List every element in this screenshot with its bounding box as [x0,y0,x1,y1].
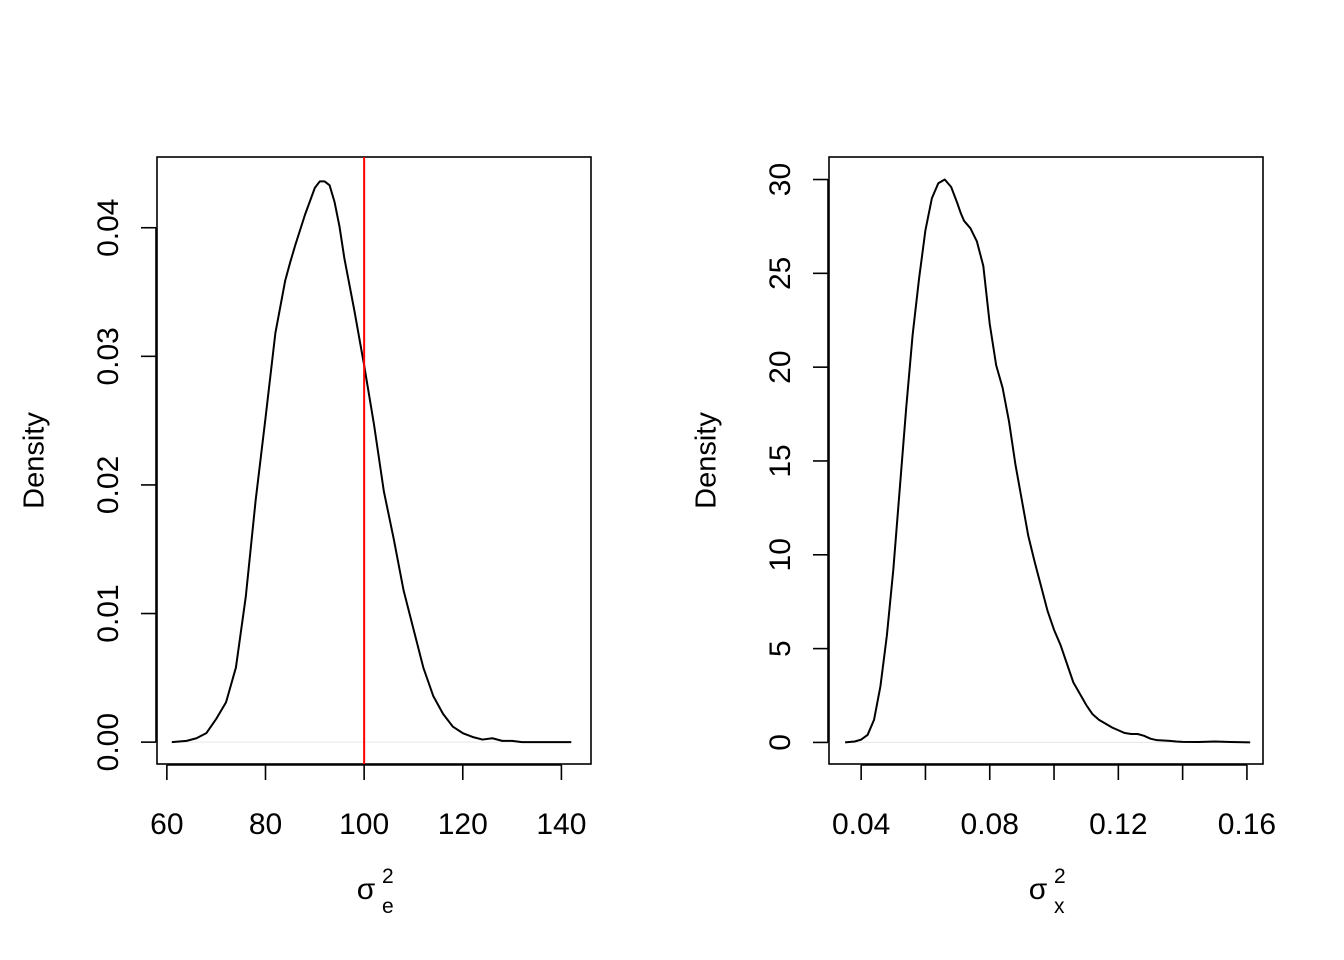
x-axis-title: σ [357,873,376,906]
x-tick-label: 60 [150,808,183,841]
y-tick-label: 5 [764,640,797,657]
plot-frame [156,156,592,765]
y-tick-label: 0.02 [92,456,125,514]
y-tick-label: 0 [764,734,797,751]
x-axis-title: σ [1029,873,1048,906]
x-axis-title-subscript: e [382,895,394,918]
y-tick-label: 20 [764,350,797,383]
x-axis-title-superscript: 2 [1054,865,1066,888]
x-tick-label: 100 [339,808,389,841]
y-axis-title: Density [691,412,723,509]
x-tick-label: 120 [438,808,488,841]
y-tick-label: 30 [764,163,797,196]
density-panel-sigma-x: 0.04 0.08 0.12 0.16 0 5 10 15 20 25 30 Density σ 2 x [691,156,1276,918]
y-tick-label: 15 [764,444,797,477]
y-tick-label: 0.00 [92,713,125,771]
y-axis-title: Density [19,412,51,509]
x-tick-label: 140 [536,808,586,841]
y-tick-label: 0.04 [92,199,125,257]
y-tick-label: 10 [764,538,797,571]
x-tick-label: 0.04 [832,808,890,841]
density-curve [171,180,572,744]
x-tick-label: 0.12 [1089,808,1147,841]
x-axis-title-superscript: 2 [382,865,394,888]
y-tick-label: 0.01 [92,584,125,642]
x-axis-title-subscript: x [1054,895,1065,918]
y-tick-label: 25 [764,257,797,290]
plot-frame [828,156,1264,765]
density-panel-sigma-e: 60 80 100 120 140 0.00 0.01 0.02 0.03 0.04 Density… [19,156,592,918]
y-tick-label: 0.03 [92,327,125,385]
x-tick-label: 80 [249,808,282,841]
x-tick-label: 0.16 [1218,808,1276,841]
x-tick-label: 0.08 [961,808,1019,841]
density-curve [844,178,1251,744]
